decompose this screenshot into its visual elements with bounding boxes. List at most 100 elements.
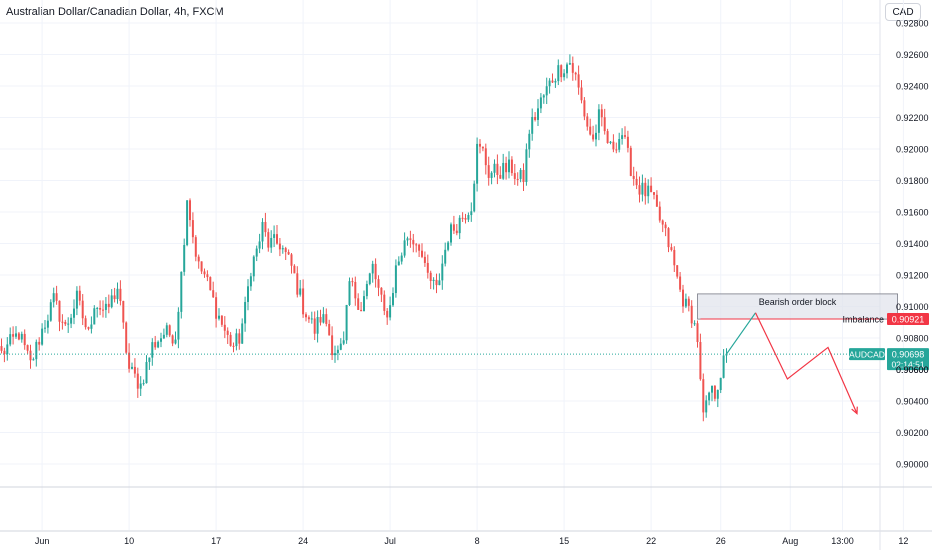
candle-body <box>206 274 209 278</box>
candle-body <box>409 238 412 240</box>
candle-body <box>96 307 99 309</box>
time-tick-label: 8 <box>475 536 480 546</box>
candle-body <box>371 263 374 274</box>
candle-body <box>403 240 406 256</box>
candle-body <box>548 80 551 87</box>
candle-body <box>334 353 336 356</box>
candle-body <box>357 298 360 310</box>
candle-body <box>267 232 270 248</box>
time-tick-label: Jul <box>384 536 396 546</box>
candle-body <box>299 288 302 295</box>
candle-body <box>342 340 345 344</box>
price-axis[interactable]: 0.92800 0.92600 0.92400 0.92200 0.92000 0.918… <box>896 19 929 470</box>
candle-body <box>273 234 276 238</box>
candle-body <box>583 100 586 117</box>
candle-body <box>339 343 342 350</box>
candle-body <box>621 135 624 140</box>
candle-body <box>716 390 719 399</box>
imbalance-price-tag <box>887 312 929 325</box>
candle-body <box>452 224 455 231</box>
candle-body <box>513 173 516 179</box>
candle-body <box>67 323 70 325</box>
candle-body <box>713 385 716 399</box>
candle-body <box>673 249 676 266</box>
candle-body <box>348 281 351 305</box>
candle-body <box>9 334 12 345</box>
candle-body <box>46 320 49 328</box>
candle-body <box>458 217 461 234</box>
candle-body <box>6 344 9 355</box>
time-tick-label: 15 <box>559 536 569 546</box>
candle-body <box>539 97 542 109</box>
candle-body <box>116 288 119 300</box>
candle-body <box>162 334 165 339</box>
candle-body <box>270 237 273 248</box>
price-tick-label: 0.91200 <box>896 271 929 281</box>
candle-body <box>313 318 316 334</box>
candle-body <box>351 281 354 283</box>
candle-body <box>0 346 3 351</box>
candle-body <box>467 215 470 220</box>
candle-body <box>450 224 452 243</box>
candle-body <box>705 400 708 413</box>
candle-body <box>35 341 38 360</box>
candle-body <box>658 206 661 221</box>
candle-body <box>316 317 319 334</box>
candle-body <box>432 279 435 281</box>
candle-body <box>189 200 191 221</box>
candle-body <box>264 221 267 233</box>
time-tick-label: 26 <box>716 536 726 546</box>
candle-body <box>122 301 125 323</box>
projection-arrowhead <box>851 406 858 415</box>
candle-body <box>690 305 693 324</box>
candle-body <box>107 303 110 308</box>
candle-body <box>142 383 145 385</box>
candle-body <box>226 330 229 335</box>
candle-body <box>99 307 102 310</box>
candle-body <box>55 293 58 301</box>
candle-body <box>276 234 278 244</box>
order-block-box <box>697 293 899 320</box>
candle-body <box>32 359 35 361</box>
candle-body <box>223 324 226 331</box>
price-tick-label: 0.90800 <box>896 334 929 344</box>
candle-body <box>476 143 479 184</box>
time-tick-label: 22 <box>646 536 656 546</box>
candle-body <box>679 276 682 290</box>
candle-body <box>400 255 403 262</box>
candle-body <box>638 185 641 195</box>
candle-body <box>23 333 26 346</box>
candle-body <box>647 185 650 197</box>
candle-body <box>305 314 307 318</box>
price-tick-label: 0.90000 <box>896 460 929 470</box>
candle-body <box>699 342 702 380</box>
candle-body <box>26 345 29 351</box>
candle-body <box>75 290 78 309</box>
candle-body <box>664 224 667 229</box>
candle-body <box>154 342 157 348</box>
candle-body <box>29 350 32 361</box>
projection-up-leg <box>726 312 756 355</box>
candle-body <box>87 327 90 329</box>
candle-body <box>589 126 592 135</box>
time-tick-label: 13:00 <box>831 536 854 546</box>
time-tick-label: 17 <box>211 536 221 546</box>
candle-body <box>168 325 171 336</box>
candle-body <box>684 298 687 307</box>
candle-body <box>606 131 609 143</box>
candle-body <box>496 163 499 175</box>
candle-body <box>255 248 258 257</box>
candle-body <box>377 279 380 288</box>
candle-body <box>670 247 673 250</box>
candle-body <box>212 290 215 298</box>
candle-body <box>525 149 528 183</box>
candle-body <box>711 385 713 393</box>
candle-body <box>499 174 502 179</box>
candle-body <box>510 159 513 174</box>
candle-body <box>626 136 629 148</box>
candle-body <box>235 333 238 347</box>
candle-body <box>519 169 522 179</box>
